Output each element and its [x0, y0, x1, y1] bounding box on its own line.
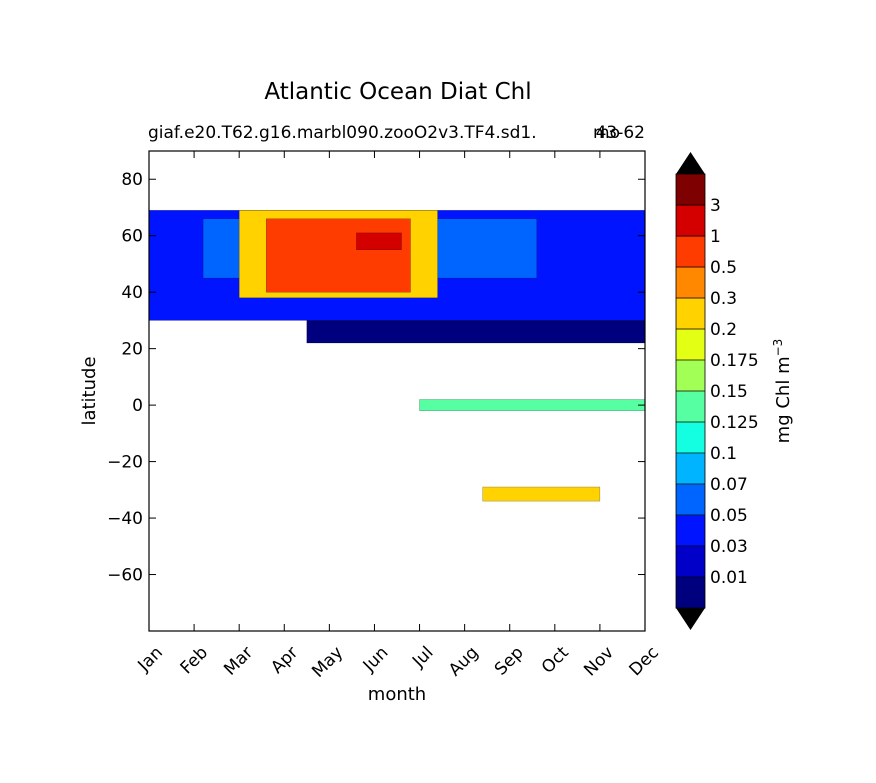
colorbar-tick-label: 0.07 — [710, 475, 748, 495]
colorbar-swatch — [676, 391, 705, 423]
colorbar-swatch — [676, 267, 705, 299]
colorbar-swatch — [676, 174, 705, 206]
colorbar-extend-min — [676, 608, 705, 630]
heatmap-region-subtropical-gyre — [306, 320, 645, 344]
heatmap-region-south-subtropical-bloom — [482, 486, 601, 502]
x-axis-label: month — [368, 684, 426, 705]
heatmap-region-north-bloom-peak — [266, 218, 411, 293]
x-tick-label: Oct — [538, 643, 573, 678]
x-tick-label: Nov — [580, 643, 618, 681]
y-tick-label: 40 — [121, 283, 143, 303]
colorbar-label: mg Chl m−3 — [771, 339, 794, 444]
colorbar-extend-max — [676, 152, 705, 174]
colorbar-swatch — [676, 360, 705, 392]
colorbar-swatch — [676, 453, 705, 485]
heatmap-region-equatorial-upwelling — [419, 399, 645, 412]
y-tick-label: 0 — [132, 396, 143, 416]
y-axis: 80 60 40 20 0 −20 −40 −60 — [107, 170, 645, 586]
chart-subtitle-left: giaf.e20.T62.g16.marbl090.zooO2v3.TF4.sd… — [148, 123, 537, 143]
colorbar-tick-label: 3 — [710, 196, 721, 216]
colorbar-swatch — [676, 298, 705, 330]
colorbar-tick-label: 0.1 — [710, 444, 737, 464]
x-tick-label: Feb — [177, 643, 212, 678]
x-tick-label: Apr — [267, 643, 302, 678]
colorbar-swatch — [676, 236, 705, 268]
colorbar-swatch — [676, 484, 705, 516]
chart-subtitle-overlap: mo — [593, 123, 620, 143]
x-tick-label: Mar — [220, 643, 257, 680]
x-tick-label: Jan — [134, 643, 167, 676]
plot-frame — [148, 150, 646, 632]
colorbar-swatch — [676, 422, 705, 454]
y-tick-label: −40 — [107, 509, 143, 529]
x-tick-label: Dec — [626, 643, 663, 680]
plot-area — [149, 210, 645, 502]
colorbar-label-exponent: −3 — [771, 339, 785, 357]
colorbar-tick-label: 0.3 — [710, 289, 737, 309]
y-tick-label: 80 — [121, 170, 143, 190]
colorbar-swatch — [676, 205, 705, 237]
colorbar-label-text: mg Chl m — [773, 356, 794, 443]
y-tick-label: 20 — [121, 340, 143, 360]
colorbar-swatch — [676, 577, 705, 609]
x-tick-label: May — [308, 643, 347, 682]
y-axis-label: latitude — [79, 356, 100, 425]
colorbar: 0.01 0.03 0.05 0.07 0.1 0.125 0.15 0.175 0.2 0.3 0… — [675, 152, 759, 630]
x-tick-label: Jul — [408, 643, 437, 672]
colorbar-tick-label: 0.5 — [710, 258, 737, 278]
chart-subtitle-right: 43-62 — [596, 123, 645, 143]
x-tick-label: Sep — [491, 643, 528, 680]
colorbar-tick-label: 1 — [710, 227, 721, 247]
colorbar-tick-label: 0.05 — [710, 506, 748, 526]
colorbar-tick-label: 0.01 — [710, 568, 748, 588]
y-tick-label: −60 — [107, 566, 143, 586]
colorbar-tick-label: 0.175 — [710, 351, 759, 371]
colorbar-tick-label: 0.125 — [710, 413, 759, 433]
y-tick-label: 60 — [121, 227, 143, 247]
heatmap-region-north-bloom-max — [356, 232, 402, 250]
chart-title: Atlantic Ocean Diat Chl — [264, 79, 531, 105]
y-tick-label: −20 — [107, 453, 143, 473]
colorbar-swatch — [676, 546, 705, 578]
colorbar-swatch — [676, 515, 705, 547]
colorbar-tick-label: 0.03 — [710, 537, 748, 557]
x-tick-label: Aug — [445, 643, 483, 681]
x-tick-label: Jun — [359, 643, 393, 677]
colorbar-tick-label: 0.15 — [710, 382, 748, 402]
colorbar-tick-label: 0.2 — [710, 320, 737, 340]
colorbar-swatch — [676, 329, 705, 361]
